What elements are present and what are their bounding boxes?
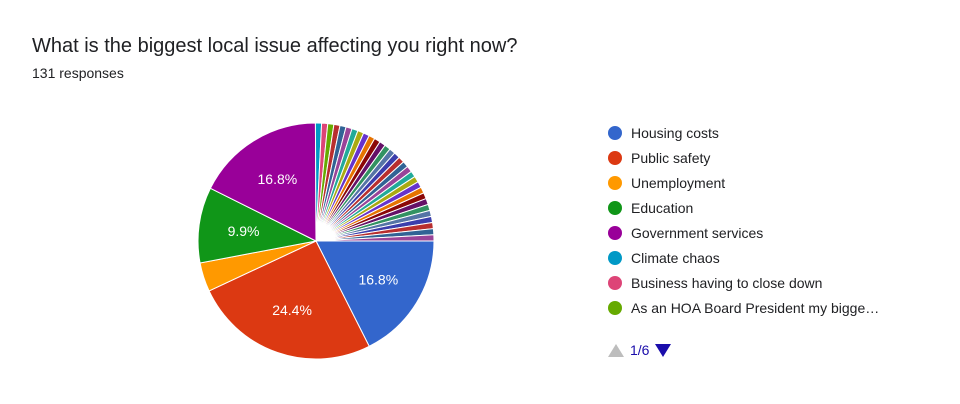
- legend-swatch: [608, 150, 622, 165]
- pie-slice: [315, 234, 435, 242]
- legend-label: Government services: [631, 224, 764, 241]
- legend-swatch: [608, 125, 622, 140]
- legend-label: Unemployment: [631, 174, 726, 191]
- slice-data-label: 16.8%: [358, 271, 398, 287]
- legend-label: As an HOA Board President my bigge…: [631, 299, 880, 316]
- legend-item: As an HOA Board President my bigge…: [608, 295, 879, 320]
- legend-swatch: [608, 200, 622, 215]
- previous-page-icon: [608, 343, 624, 357]
- pie-slice: [197, 187, 318, 264]
- legend-swatch: [608, 250, 622, 265]
- pie-slice: [208, 240, 370, 360]
- slice-data-label: 16.8%: [258, 171, 298, 187]
- pie-slice: [315, 240, 435, 347]
- legend-swatch: [608, 175, 622, 190]
- legend-label: Housing costs: [631, 124, 719, 141]
- chart-title: What is the biggest local issue affectin…: [32, 35, 518, 57]
- legend-pager: 1/6: [608, 342, 672, 358]
- legend-item: Unemployment: [608, 170, 879, 195]
- next-page-icon[interactable]: [655, 343, 672, 357]
- legend-swatch: [608, 300, 622, 315]
- legend-label: Public safety: [631, 149, 711, 166]
- legend-item: Climate chaos: [608, 245, 879, 270]
- slice-data-label: 24.4%: [272, 302, 312, 318]
- legend-item: Business having to close down: [608, 270, 879, 295]
- chart-legend: Housing costs Public safety Unemployment Ed…: [608, 120, 879, 320]
- pie-slice: [209, 122, 317, 242]
- legend-label: Climate chaos: [631, 249, 720, 266]
- legend-swatch: [608, 225, 622, 240]
- slice-data-label: 9.9%: [228, 223, 260, 239]
- legend-label: Business having to close down: [631, 274, 823, 291]
- legend-label: Education: [631, 199, 694, 216]
- legend-item: Government services: [608, 220, 879, 245]
- legend-item: Public safety: [608, 145, 879, 170]
- page-indicator: 1/6: [630, 342, 650, 358]
- legend-item: Education: [608, 195, 879, 220]
- legend-item: Housing costs: [608, 120, 879, 145]
- legend-swatch: [608, 275, 622, 290]
- response-count: 131 responses: [32, 65, 124, 81]
